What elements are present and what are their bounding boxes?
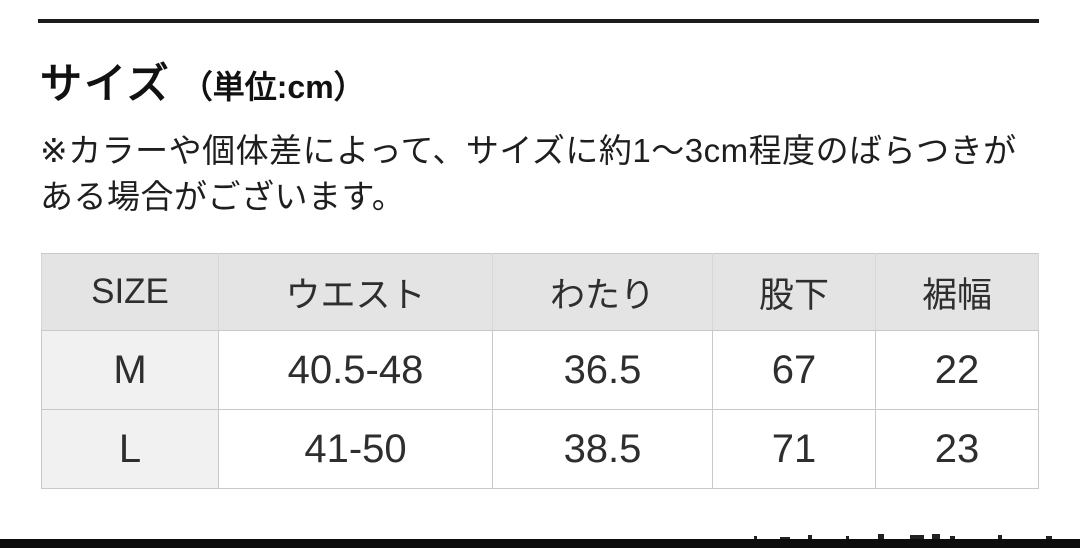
hem-width-cell-m: 22 bbox=[875, 330, 1039, 410]
size-variation-note: ※カラーや個体差によって、サイズに約1〜3cm程度のばらつきが ある場合がござい… bbox=[40, 128, 1050, 220]
column-header-size: SIZE bbox=[41, 253, 219, 331]
section-title-unit: （単位:cm） bbox=[180, 69, 366, 105]
waist-cell-l: 41-50 bbox=[218, 409, 493, 489]
section-title-text: サイズ bbox=[40, 60, 171, 107]
inseam-cell-l: 71 bbox=[712, 409, 876, 489]
size-cell-l: L bbox=[41, 409, 219, 489]
size-cell-m: M bbox=[41, 330, 219, 410]
inseam-cell-m: 67 bbox=[712, 330, 876, 410]
section-title: サイズ （単位:cm） bbox=[40, 50, 366, 111]
waist-cell-m: 40.5-48 bbox=[218, 330, 493, 410]
table-row-size-l: L 41-50 38.5 71 23 bbox=[41, 409, 1039, 489]
hem-width-cell-l: 23 bbox=[875, 409, 1039, 489]
column-header-hem-width: 裾幅 bbox=[875, 253, 1039, 331]
column-header-inseam: 股下 bbox=[712, 253, 876, 331]
column-header-waist: ウエスト bbox=[218, 253, 493, 331]
column-header-thigh: わたり bbox=[492, 253, 713, 331]
thigh-cell-l: 38.5 bbox=[492, 409, 713, 489]
clipped-text-fragment bbox=[750, 532, 1060, 539]
bottom-divider-bar bbox=[0, 539, 1080, 548]
table-row-size-m: M 40.5-48 36.5 67 22 bbox=[41, 330, 1039, 410]
size-note-line-2: ある場合がございます。 bbox=[40, 178, 406, 215]
thigh-cell-m: 36.5 bbox=[492, 330, 713, 410]
size-table-header-row: SIZE ウエスト わたり 股下 裾幅 bbox=[41, 253, 1039, 331]
top-divider bbox=[38, 19, 1039, 23]
size-table: SIZE ウエスト わたり 股下 裾幅 M 40.5-48 36.5 67 22… bbox=[41, 253, 1039, 489]
size-note-line-1: ※カラーや個体差によって、サイズに約1〜3cm程度のばらつきが bbox=[40, 132, 1017, 169]
